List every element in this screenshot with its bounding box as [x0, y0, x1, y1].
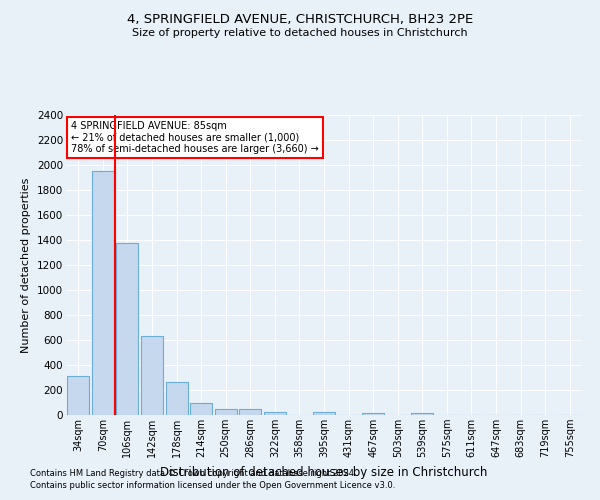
Text: 4 SPRINGFIELD AVENUE: 85sqm
← 21% of detached houses are smaller (1,000)
78% of : 4 SPRINGFIELD AVENUE: 85sqm ← 21% of det…: [71, 121, 319, 154]
Bar: [362, 412, 384, 415]
Bar: [92, 171, 114, 415]
Bar: [166, 382, 188, 415]
Text: 4, SPRINGFIELD AVENUE, CHRISTCHURCH, BH23 2PE: 4, SPRINGFIELD AVENUE, CHRISTCHURCH, BH2…: [127, 12, 473, 26]
X-axis label: Distribution of detached houses by size in Christchurch: Distribution of detached houses by size …: [160, 466, 488, 478]
Bar: [313, 412, 335, 415]
Bar: [116, 242, 139, 415]
Bar: [411, 412, 433, 415]
Bar: [141, 336, 163, 415]
Text: Size of property relative to detached houses in Christchurch: Size of property relative to detached ho…: [132, 28, 468, 38]
Text: Contains HM Land Registry data © Crown copyright and database right 2024.: Contains HM Land Registry data © Crown c…: [30, 468, 356, 477]
Bar: [190, 403, 212, 415]
Bar: [239, 410, 262, 415]
Text: Contains public sector information licensed under the Open Government Licence v3: Contains public sector information licen…: [30, 481, 395, 490]
Bar: [67, 376, 89, 415]
Bar: [215, 410, 237, 415]
Y-axis label: Number of detached properties: Number of detached properties: [22, 178, 31, 352]
Bar: [264, 412, 286, 415]
